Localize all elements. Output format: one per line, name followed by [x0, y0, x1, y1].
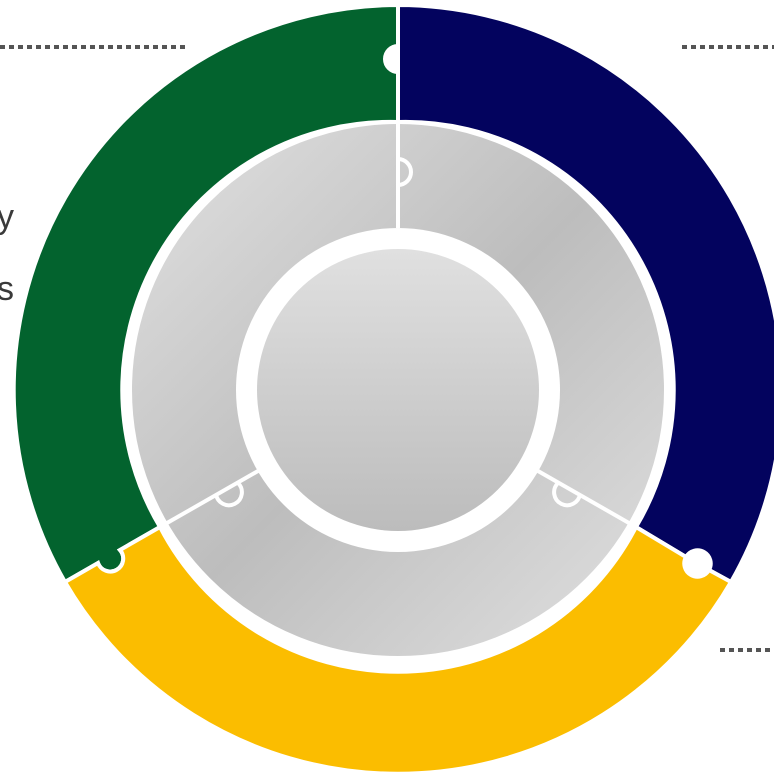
middle-ring-separator-left	[159, 469, 259, 529]
outer-segment-yellow	[62, 524, 734, 775]
cut-off-text-1: y	[0, 198, 14, 236]
outer-segment-navy	[396, 2, 774, 585]
center-disc	[257, 249, 539, 531]
middle-ring-tab-right	[552, 481, 582, 508]
middle-ring-tab-left	[214, 481, 244, 508]
middle-ring-separator-right	[537, 469, 637, 529]
middle-ring-tab-top	[397, 157, 413, 187]
cut-off-text-2: s	[0, 270, 14, 308]
